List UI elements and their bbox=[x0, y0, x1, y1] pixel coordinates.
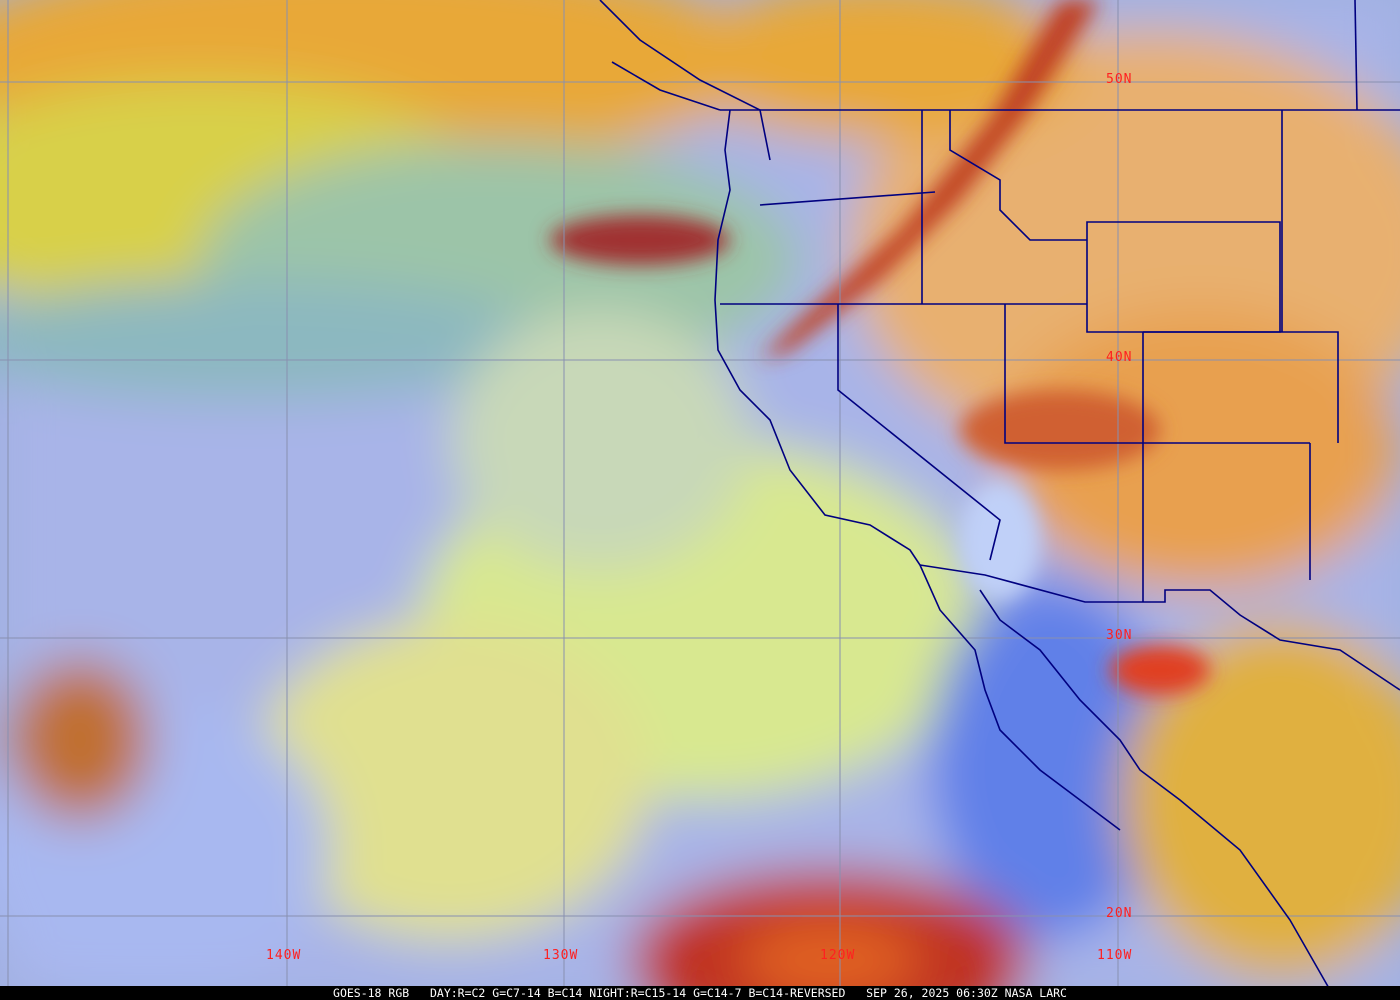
cloud-features bbox=[550, 0, 1210, 695]
lon-label-120w: 120W bbox=[820, 948, 856, 963]
lat-label-20n: 20N bbox=[1106, 906, 1133, 921]
caption-source: NASA LARC bbox=[1004, 986, 1067, 1000]
lat-label-30n: 30N bbox=[1106, 628, 1133, 643]
lat-label-50n: 50N bbox=[1106, 72, 1133, 87]
caption-recipe: DAY:R=C2 G=C7-14 B=C14 NIGHT:R=C15-14 G=… bbox=[429, 986, 846, 1000]
lon-label-140w: 140W bbox=[266, 948, 302, 963]
lon-label-130w: 130W bbox=[543, 948, 579, 963]
caption-product: GOES-18 RGB bbox=[333, 986, 410, 1000]
lon-label-110w: 110W bbox=[1097, 948, 1133, 963]
coastlines-and-borders bbox=[599, 0, 1400, 991]
lat-label-40n: 40N bbox=[1106, 350, 1133, 365]
caption-bar: GOES-18 RGB DAY:R=C2 G=C7-14 B=C14 NIGHT… bbox=[0, 986, 1400, 1000]
caption-datetime: SEP 26, 2025 06:30Z bbox=[866, 986, 998, 1000]
